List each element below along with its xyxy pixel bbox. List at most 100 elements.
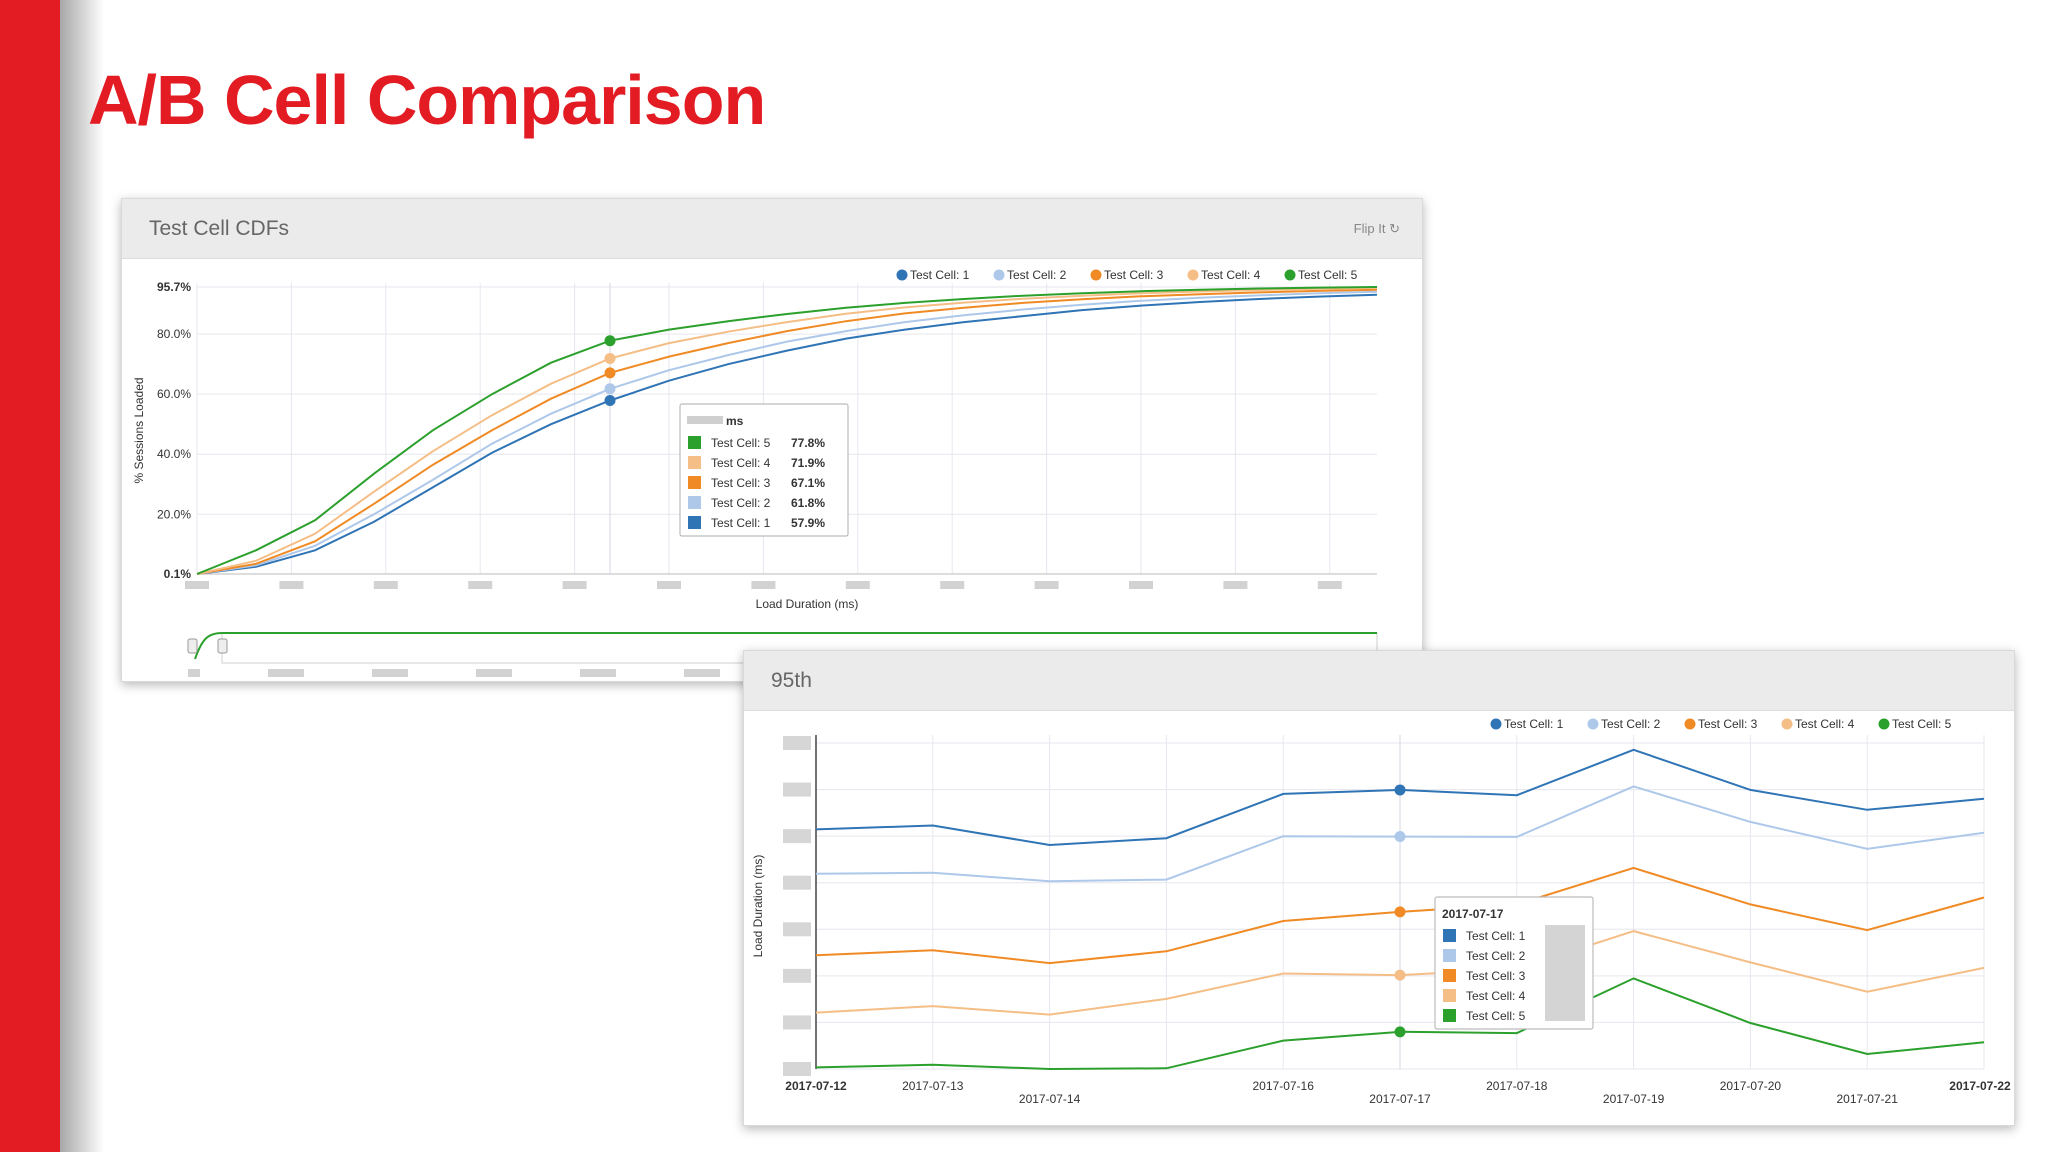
p95-chart: Load Duration (ms) 2017-07-12 2017-07-13 20… [751, 717, 2011, 1106]
p95-panel-header: 95th [744, 651, 2014, 711]
cdf-y-tick-label: 95.7% [157, 280, 191, 294]
p95-tooltip-swatch-2 [1443, 949, 1456, 962]
cdf-legend-label-2: Test Cell: 2 [1007, 268, 1067, 282]
p95-tooltip-swatch-4 [1443, 989, 1456, 1002]
cdf-tooltip-row-value-1: 77.8% [791, 436, 825, 450]
cdf-tooltip-row-value-4: 61.8% [791, 496, 825, 510]
p95-tooltip-swatch-3 [1443, 969, 1456, 982]
cdf-tooltip-row-label-3: Test Cell: 3 [711, 476, 771, 490]
cdf-tooltip-swatch-2 [688, 456, 701, 469]
cdf-panel-title: Test Cell CDFs [149, 217, 290, 240]
cdf-navigator-tick-redacted [684, 669, 720, 677]
cdf-tooltip-row-value-3: 67.1% [791, 476, 825, 490]
cdf-x-tick-redacted [185, 581, 209, 589]
cdf-series-line-1 [196, 293, 1378, 575]
cdf-y-axis-title: % Sessions Loaded [132, 377, 146, 483]
cdf-legend-label-1: Test Cell: 1 [910, 268, 970, 282]
cdf-tooltip-row-label-1: Test Cell: 5 [711, 436, 771, 450]
p95-hover-marker-3 [1394, 906, 1406, 918]
cdf-navigator-tick-redacted [476, 669, 512, 677]
p95-x-tick-label: 2017-07-17 [1369, 1092, 1431, 1106]
cdf-tooltip-swatch-5 [688, 516, 701, 529]
p95-y-tick-redacted [783, 1015, 811, 1030]
cdf-series-line-2 [196, 290, 1378, 575]
p95-legend-label-5: Test Cell: 5 [1892, 717, 1952, 731]
p95-y-tick-redacted [783, 1062, 811, 1076]
cdf-tooltip-row-label-5: Test Cell: 1 [711, 516, 771, 530]
cdf-navigator-tick-redacted [268, 669, 304, 677]
cdf-x-tick-redacted [562, 581, 587, 589]
p95-tooltip-swatch-5 [1443, 1009, 1456, 1022]
cdf-x-tick-redacted [373, 581, 398, 589]
cdf-chart-panel: Test Cell CDFs Flip It ↻ 0.1% 20.0% 40.0% 6… [121, 198, 1423, 682]
cdf-tooltip-box [679, 403, 849, 537]
cdf-navigator-handle-right [217, 638, 228, 654]
cdf-tooltip-swatch-4 [688, 496, 701, 509]
p95-y-tick-redacted [783, 829, 811, 844]
p95-tooltip-redacted-values [1545, 925, 1585, 1021]
brand-side-bar [0, 0, 60, 1152]
cdf-tooltip-swatch-1 [688, 436, 701, 449]
p95-y-tick-redacted [783, 782, 811, 797]
cdf-tooltip-redacted-value [687, 416, 723, 424]
cdf-legend-marker-2 [993, 269, 1005, 281]
p95-hover-marker-5 [1394, 1026, 1406, 1038]
p95-tooltip-row-label-4: Test Cell: 4 [1466, 989, 1526, 1003]
cdf-x-tick-redacted [1129, 581, 1153, 589]
cdf-navigator-curve [194, 632, 223, 660]
flip-it-button[interactable]: Flip It ↻ [1354, 221, 1400, 237]
p95-x-tick-label: 2017-07-16 [1253, 1079, 1315, 1093]
p95-x-tick-label: 2017-07-14 [1019, 1092, 1081, 1106]
cdf-x-tick-redacted [468, 581, 493, 589]
p95-chart-panel: 95th Load Duration (ms) 2017-07-12 2017-07… [743, 650, 2015, 1126]
cdf-y-tick-label: 80.0% [157, 327, 191, 341]
cdf-legend-label-3: Test Cell: 3 [1104, 268, 1164, 282]
p95-legend-marker-4 [1781, 718, 1793, 730]
cdf-legend-marker-1 [896, 269, 908, 281]
p95-tooltip-header: 2017-07-17 [1442, 907, 1504, 921]
cdf-tooltip-row-value-2: 71.9% [791, 456, 825, 470]
p95-tooltip-row-label-3: Test Cell: 3 [1466, 969, 1526, 983]
p95-x-tick-label: 2017-07-22 [1949, 1079, 2011, 1093]
flip-it-label: Flip It [1353, 221, 1386, 236]
cdf-series-line-4 [196, 286, 1378, 575]
cdf-x-tick-redacted [657, 581, 681, 589]
cdf-x-tick-redacted [751, 581, 776, 589]
cdf-tooltip-row-label-4: Test Cell: 2 [711, 496, 771, 510]
cdf-x-tick-redacted [1223, 581, 1248, 589]
cdf-legend-marker-3 [1090, 269, 1102, 281]
p95-x-tick-label: 2017-07-18 [1486, 1079, 1548, 1093]
cdf-navigator-tick-redacted [580, 669, 616, 677]
p95-y-tick-redacted [783, 875, 811, 890]
cdf-y-tick-label: 0.1% [164, 567, 192, 581]
p95-y-axis-title: Load Duration (ms) [751, 855, 765, 958]
p95-hover-marker-4 [1394, 969, 1406, 981]
cdf-chart: 0.1% 20.0% 40.0% 60.0% 80.0% 95.7% Load Durati… [132, 268, 1378, 677]
p95-legend-marker-5 [1878, 718, 1890, 730]
p95-y-tick-redacted [783, 922, 811, 937]
p95-x-tick-label: 2017-07-19 [1603, 1092, 1665, 1106]
p95-legend-marker-2 [1587, 718, 1599, 730]
cdf-tooltip-swatch-3 [688, 476, 701, 489]
cdf-legend-marker-5 [1284, 269, 1296, 281]
cdf-hover-marker-3 [604, 367, 616, 379]
cdf-navigator-tick-redacted [372, 669, 408, 677]
p95-legend-label-2: Test Cell: 2 [1601, 717, 1661, 731]
cdf-series-line-5 [196, 286, 1378, 575]
p95-tooltip-row-label-5: Test Cell: 5 [1466, 1009, 1526, 1023]
p95-tooltip-row-label-1: Test Cell: 1 [1466, 929, 1526, 943]
cdf-y-tick-label: 40.0% [157, 447, 191, 461]
cdf-y-tick-label: 60.0% [157, 387, 191, 401]
p95-tooltip-swatch-1 [1443, 929, 1456, 942]
p95-x-tick-label: 2017-07-12 [785, 1079, 847, 1093]
refresh-icon: ↻ [1389, 221, 1400, 236]
cdf-panel-header: Test Cell CDFs Flip It ↻ [122, 199, 1422, 259]
cdf-hover-marker-4 [604, 352, 616, 364]
cdf-y-tick-label: 20.0% [157, 507, 191, 521]
p95-hover-marker-1 [1394, 784, 1406, 796]
cdf-legend-label-5: Test Cell: 5 [1298, 268, 1358, 282]
cdf-hover-marker-2 [604, 383, 616, 395]
p95-hover-marker-2 [1394, 831, 1406, 843]
cdf-navigator-tick-redacted [188, 669, 200, 677]
cdf-x-tick-redacted [279, 581, 304, 589]
